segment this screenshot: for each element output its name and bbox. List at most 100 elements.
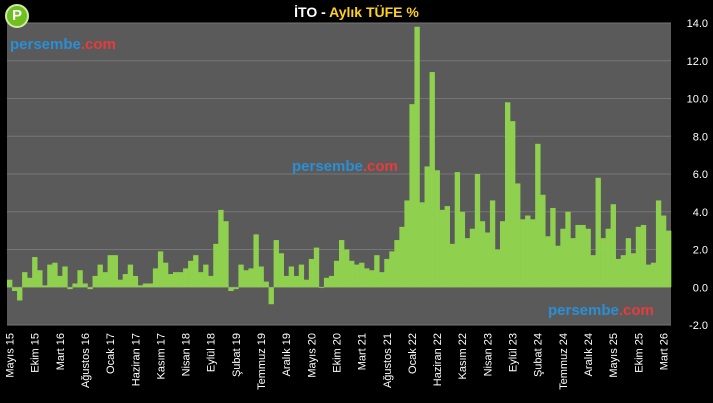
bar: [570, 238, 576, 288]
bar: [147, 283, 154, 288]
bar: [42, 285, 48, 288]
y-tick-label: 6.0: [693, 169, 708, 181]
bar: [208, 275, 214, 288]
bar: [520, 219, 526, 288]
x-tick-label: Mart 16: [55, 333, 67, 370]
bar: [449, 243, 455, 288]
bar: [434, 170, 440, 288]
y-tick-label: 0.0: [693, 282, 708, 294]
x-tick-label: Eylül 18: [206, 333, 218, 372]
bar: [469, 228, 476, 288]
bar: [62, 266, 68, 288]
x-tick-label: Ağustos 21: [382, 333, 394, 388]
bar-series: [7, 26, 672, 305]
x-tick-label: Kasım 22: [457, 333, 469, 379]
x-tick-label: Eylül 23: [508, 333, 520, 372]
bar: [162, 262, 169, 288]
bar: [82, 283, 88, 288]
x-tick-label: Ekim 20: [332, 333, 344, 373]
bar: [515, 183, 521, 288]
x-tick-label: Mart 26: [659, 333, 671, 370]
bar: [494, 249, 501, 288]
bar: [308, 258, 315, 288]
bar: [333, 260, 340, 288]
bar: [238, 264, 244, 288]
bar: [545, 236, 551, 288]
x-tick-label: Haziran 22: [432, 333, 444, 386]
bar: [409, 104, 415, 288]
bar: [359, 262, 365, 288]
bar: [188, 260, 194, 288]
bar: [535, 143, 541, 288]
bar: [640, 224, 647, 288]
bar: [278, 253, 284, 288]
bar: [178, 272, 184, 288]
bar: [313, 247, 320, 288]
bar: [137, 285, 144, 288]
bar: [484, 232, 491, 288]
bar: [122, 274, 129, 288]
bar: [87, 287, 93, 290]
bar: [424, 166, 430, 288]
bar: [399, 226, 405, 288]
bar: [318, 287, 325, 289]
x-tick-label: Temmuz 24: [558, 333, 570, 390]
bar: [464, 238, 471, 288]
bar: [32, 257, 38, 288]
bar: [474, 174, 481, 288]
bar: [645, 264, 652, 288]
bar: [228, 287, 234, 292]
watermark-top-left: persembe.com: [10, 36, 116, 53]
title-prefix: İTO -: [294, 4, 330, 20]
y-tick-label: 12.0: [687, 56, 708, 68]
bar: [550, 207, 556, 288]
x-tick-label: Kasım 17: [155, 333, 167, 379]
bar: [258, 266, 264, 288]
x-tick-label: Ocak 17: [105, 333, 117, 374]
x-tick-label: Aralık 19: [281, 333, 293, 376]
bar: [273, 240, 279, 288]
bar: [52, 262, 58, 288]
bar: [665, 230, 672, 288]
bar: [102, 272, 108, 288]
x-tick-label: Nisan 18: [181, 333, 193, 376]
bar: [580, 224, 586, 288]
bar: [223, 221, 229, 288]
bar: [107, 255, 113, 288]
bar: [152, 268, 159, 288]
bar: [22, 272, 28, 288]
bar: [419, 202, 425, 288]
x-tick-label: Ekim 15: [30, 333, 42, 373]
bar: [635, 226, 642, 288]
bar: [243, 270, 249, 288]
bar: [605, 228, 611, 288]
bar: [389, 251, 395, 288]
bar: [404, 200, 410, 288]
bar: [369, 270, 375, 288]
bar: [27, 277, 33, 288]
x-tick-label: Haziran 17: [130, 333, 142, 386]
bar: [459, 211, 466, 288]
y-tick-label: 2.0: [693, 245, 708, 257]
x-tick-label: Şubat 24: [533, 333, 545, 377]
bar: [650, 262, 657, 288]
bar: [384, 258, 390, 288]
bar: [183, 268, 189, 288]
bar: [112, 255, 118, 288]
bar: [7, 279, 13, 288]
persembe-logo-icon: P: [5, 4, 29, 28]
x-tick-label: Ağustos 16: [80, 333, 92, 388]
bar: [590, 255, 596, 288]
bar: [142, 283, 149, 288]
bar: [248, 268, 254, 288]
bar: [439, 209, 445, 288]
bar: [560, 228, 566, 288]
bar: [288, 266, 295, 288]
y-tick-label: 8.0: [693, 131, 708, 143]
bar: [67, 287, 73, 290]
bar: [505, 102, 511, 288]
chart-title: İTO - Aylık TÜFE %: [0, 4, 713, 20]
bar: [213, 243, 219, 288]
bar: [595, 177, 601, 288]
bar: [328, 275, 335, 288]
